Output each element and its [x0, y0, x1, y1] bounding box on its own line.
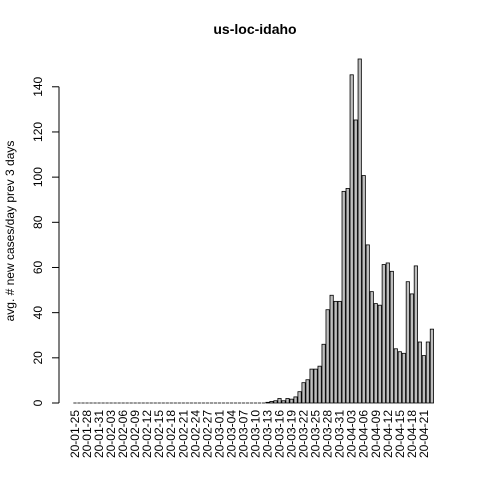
bar [321, 343, 326, 404]
bar [281, 400, 286, 404]
bar [305, 379, 310, 404]
bar [381, 264, 386, 404]
x-tick-label: 20-02-27 [200, 410, 214, 458]
bar [397, 351, 402, 404]
y-tick-label: 40 [31, 306, 45, 320]
y-tick-label: 140 [31, 76, 45, 96]
x-tick-label: 20-04-15 [393, 410, 407, 458]
bar [413, 265, 418, 404]
bar [429, 328, 434, 404]
y-tick-label: 0 [31, 399, 45, 406]
y-tick-label: 60 [31, 260, 45, 274]
bar [425, 341, 430, 404]
y-axis-label: avg. # new cases/day prev 3 days [3, 141, 17, 322]
x-tick-label: 20-02-12 [140, 410, 154, 458]
bar [313, 368, 318, 404]
bar [273, 400, 278, 404]
bar [341, 190, 346, 404]
y-tick-label: 80 [31, 215, 45, 229]
bar [373, 303, 378, 404]
bar [309, 368, 314, 404]
y-tick-label: 20 [31, 351, 45, 365]
x-tick-label: 20-04-18 [405, 410, 419, 458]
bar [277, 398, 282, 404]
x-tick-label: 20-02-24 [188, 410, 202, 458]
x-tick-label: 20-01-28 [80, 410, 94, 458]
bar [337, 300, 342, 404]
bar [297, 391, 302, 404]
x-tick-label: 20-03-19 [285, 410, 299, 458]
bar [393, 348, 398, 404]
bar [301, 382, 306, 404]
bar [317, 365, 322, 404]
x-tick-label: 20-01-31 [92, 410, 106, 458]
bar [401, 352, 406, 404]
bar [329, 294, 334, 404]
y-tick-label: 100 [31, 167, 45, 187]
bar [333, 300, 338, 404]
bar [345, 188, 350, 404]
bar [409, 293, 414, 404]
bar [285, 398, 290, 404]
bar [357, 58, 362, 404]
bar [389, 270, 394, 404]
x-tick-label: 20-02-18 [164, 410, 178, 458]
bar [265, 401, 270, 404]
bar [405, 281, 410, 404]
x-tick-label: 20-04-21 [417, 410, 431, 458]
x-tick-label: 20-01-25 [68, 410, 82, 458]
bar [353, 119, 358, 404]
x-tick-label: 20-03-01 [212, 410, 226, 458]
bar [269, 401, 274, 404]
bar [421, 355, 426, 404]
x-tick-label: 20-02-09 [128, 410, 142, 458]
bar [361, 175, 366, 404]
x-tick-label: 20-03-16 [273, 410, 287, 458]
x-tick-label: 20-02-03 [104, 410, 118, 458]
bar [289, 398, 294, 404]
bar [325, 309, 330, 404]
bar [377, 304, 382, 404]
bar [293, 396, 298, 404]
x-tick-label: 20-03-07 [236, 410, 250, 458]
x-tick-label: 20-03-22 [297, 410, 311, 458]
x-tick-label: 20-04-03 [345, 410, 359, 458]
x-tick-label: 20-04-09 [369, 410, 383, 458]
x-tick-label: 20-03-25 [309, 410, 323, 458]
x-tick-label: 20-04-06 [357, 410, 371, 458]
bar [349, 74, 354, 404]
x-tick-label: 20-02-06 [116, 410, 130, 458]
x-tick-label: 20-03-10 [248, 410, 262, 458]
bar [369, 291, 374, 404]
bar [417, 341, 422, 404]
chart-title: us-loc-idaho [213, 21, 296, 37]
bar [385, 262, 390, 404]
x-tick-label: 20-03-28 [321, 410, 335, 458]
x-tick-label: 20-04-12 [381, 410, 395, 458]
x-tick-label: 20-03-04 [224, 410, 238, 458]
x-tick-label: 20-02-15 [152, 410, 166, 458]
x-tick-label: 20-03-13 [260, 410, 274, 458]
bar [365, 244, 370, 404]
x-tick-label: 20-02-21 [176, 410, 190, 458]
x-tick-label: 20-03-31 [333, 410, 347, 458]
y-tick-label: 120 [31, 122, 45, 142]
